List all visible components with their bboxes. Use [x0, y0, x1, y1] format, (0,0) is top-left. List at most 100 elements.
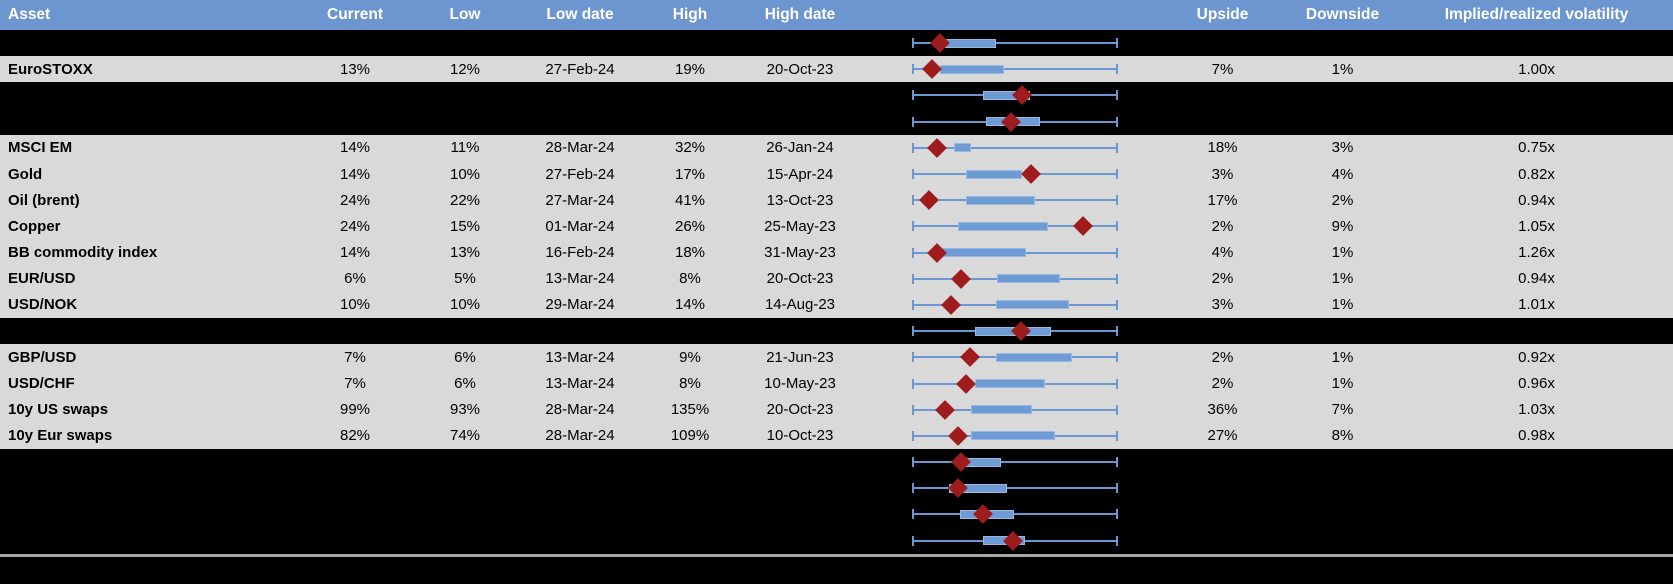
boxplot-cell	[870, 109, 1160, 135]
whisker-cap-right	[1116, 90, 1118, 101]
current-cell: 24%	[339, 191, 371, 209]
whisker-cap-right	[1116, 430, 1118, 441]
asset-cell: USD/CHF	[0, 370, 290, 396]
range-box	[997, 274, 1060, 284]
boxplot	[912, 528, 1118, 554]
whisker-cap-left	[912, 352, 914, 363]
whisker-line	[912, 68, 1118, 71]
whisker-line	[912, 146, 1118, 149]
table-row: EUR/USD 6% 5% 13-Mar-24 8% 20-Oct-23 2% 1% 0.94x	[0, 265, 1673, 292]
high-date-cell	[730, 528, 870, 554]
diamond-marker-icon	[929, 33, 950, 53]
asset-cell: USD/NOK	[0, 292, 290, 318]
table-row: Copper 24% 15% 01-Mar-24 26% 25-May-23 2% 9% 1.0…	[0, 213, 1673, 240]
high-cell: 17%	[674, 165, 706, 183]
high-date-cell: 20-Oct-23	[766, 60, 834, 78]
downside-cell: 1%	[1331, 375, 1354, 393]
upside-cell	[1160, 30, 1285, 56]
table-row: MSCI EM 14% 11% 28-Mar-24 32% 26-Jan-24 18% 3% 0…	[0, 134, 1673, 161]
downside-cell: 4%	[1331, 165, 1354, 183]
range-box	[970, 431, 1055, 441]
high-date-cell	[730, 82, 870, 108]
high-date-cell	[730, 318, 870, 344]
low-cell	[420, 30, 510, 56]
downside-cell: 1%	[1331, 348, 1354, 366]
boxplot	[912, 240, 1118, 266]
diamond-marker-icon	[1072, 216, 1093, 237]
high-date-cell	[730, 501, 870, 527]
whisker-line	[912, 42, 1118, 45]
whisker-cap-left	[912, 221, 914, 232]
whisker-cap-right	[1116, 404, 1118, 415]
asset-cell: MSCI EM	[0, 135, 290, 161]
low-cell: 12%	[449, 60, 481, 78]
diamond-marker-icon	[1011, 85, 1032, 106]
low-cell	[420, 109, 510, 135]
current-cell: 13%	[339, 60, 371, 78]
asset-label: 10y US swaps	[8, 401, 109, 419]
boxplot	[912, 82, 1118, 108]
whisker-cap-left	[912, 430, 914, 441]
diamond-marker-icon	[951, 268, 972, 289]
table-body: EuroSTOXX 13% 12% 27-Feb-24 19% 20-Oct-23 7% 1%…	[0, 30, 1673, 554]
whisker-cap-right	[1116, 169, 1118, 180]
low-date-cell	[510, 501, 650, 527]
downside-cell	[1285, 30, 1400, 56]
high-cell: 32%	[674, 139, 706, 157]
upside-cell: 3%	[1211, 296, 1234, 314]
diamond-marker-icon	[921, 59, 942, 80]
boxplot-cell	[870, 370, 1160, 396]
asset-cell: 10y US swaps	[0, 397, 290, 423]
downside-cell: 3%	[1331, 139, 1354, 157]
low-date-cell: 27-Mar-24	[545, 191, 615, 209]
low-date-cell	[510, 475, 650, 501]
boxplot	[912, 318, 1118, 344]
asset-label: Gold	[8, 165, 43, 183]
asset-label: BB commodity index	[8, 244, 158, 262]
table-row: USD/NOK 10% 10% 29-Mar-24 14% 14-Aug-23 3% 1% 1.…	[0, 291, 1673, 319]
implied-realized-cell	[1400, 109, 1673, 135]
asset-cell: Gold	[0, 161, 290, 187]
asset-label: EuroSTOXX	[8, 60, 93, 78]
asset-label: 10y Eur swaps	[8, 427, 113, 445]
diamond-marker-icon	[947, 426, 968, 446]
asset-label: EUR/USD	[8, 270, 76, 288]
high-cell: 109%	[670, 427, 710, 445]
upside-cell	[1160, 318, 1285, 344]
asset-label: Oil (brent)	[8, 191, 80, 209]
implied-realized-cell: 0.96x	[1518, 375, 1555, 393]
implied-realized-cell: 0.82x	[1518, 165, 1555, 183]
low-cell: 15%	[449, 217, 481, 235]
current-cell	[290, 30, 420, 56]
downside-cell: 1%	[1331, 270, 1354, 288]
low-cell: 6%	[454, 375, 476, 393]
table-row: USD/CHF 7% 6% 13-Mar-24 8% 10-May-23 2% 1% 0.96x	[0, 370, 1673, 397]
boxplot-cell	[870, 240, 1160, 266]
whisker-cap-right	[1116, 116, 1118, 127]
column-header-upside: Upside	[1196, 6, 1249, 23]
boxplot	[912, 30, 1118, 56]
implied-realized-cell: 1.05x	[1518, 217, 1555, 235]
asset-cell: Oil (brent)	[0, 187, 290, 213]
boxplot-cell	[870, 187, 1160, 213]
asset-cell	[0, 30, 290, 56]
asset-label: MSCI EM	[8, 139, 73, 157]
upside-cell: 7%	[1211, 60, 1234, 78]
table-row: Oil (brent) 24% 22% 27-Mar-24 41% 13-Oct-23 17…	[0, 187, 1673, 214]
upside-cell	[1160, 82, 1285, 108]
asset-label: Copper	[8, 217, 61, 235]
downside-cell	[1285, 528, 1400, 554]
boxplot-cell	[870, 30, 1160, 56]
downside-cell: 1%	[1331, 244, 1354, 262]
range-box	[975, 379, 1045, 389]
boxplot-cell	[870, 82, 1160, 108]
high-date-cell	[730, 449, 870, 475]
high-cell: 8%	[679, 375, 701, 393]
downside-cell: 7%	[1331, 401, 1354, 419]
range-box	[996, 352, 1073, 362]
whisker-cap-right	[1116, 509, 1118, 520]
high-cell: 18%	[674, 244, 706, 262]
current-cell	[290, 528, 420, 554]
whisker-cap-left	[912, 535, 914, 546]
low-date-cell: 28-Mar-24	[545, 401, 615, 419]
